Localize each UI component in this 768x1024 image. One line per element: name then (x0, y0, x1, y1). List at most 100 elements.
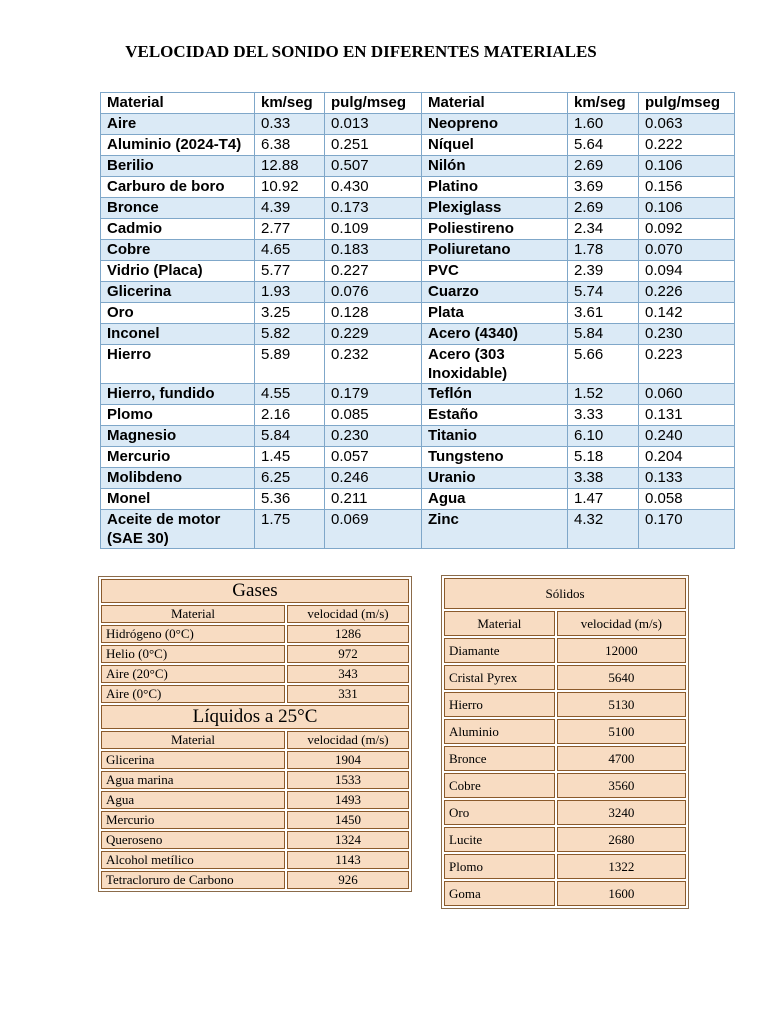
table-cell: 0.058 (638, 488, 735, 510)
table-cell: 2.34 (567, 218, 639, 240)
table-cell: 1.47 (567, 488, 639, 510)
table-cell: Hidrógeno (0°C) (101, 625, 285, 643)
header-row: Material km/seg pulg/mseg Material km/seg pul… (100, 92, 735, 114)
table-cell: 1.78 (567, 239, 639, 261)
table-cell: 1450 (287, 811, 409, 829)
header-cell: Material (100, 92, 255, 114)
table-cell: 0.170 (638, 509, 735, 549)
table-cell: 1143 (287, 851, 409, 869)
header-cell: km/seg (567, 92, 639, 114)
table-cell: 1.45 (254, 446, 325, 468)
table-cell: 5.66 (567, 344, 639, 384)
table-cell: 1533 (287, 771, 409, 789)
table-cell: 1.60 (567, 113, 639, 135)
table-cell: 3.38 (567, 467, 639, 489)
table-row: Plomo 2.16 0.085 Estaño 3.33 0.131 (100, 404, 735, 426)
section-title: Gases (101, 579, 409, 603)
section-title: Líquidos a 25°C (101, 705, 409, 729)
table-cell: 1.93 (254, 281, 325, 303)
table-cell: Lucite (444, 827, 555, 852)
table-cell: 5640 (556, 665, 686, 690)
table-row: Oro 3240 (444, 800, 686, 825)
table-cell: 5.84 (567, 323, 639, 345)
table-cell: Hierro (100, 344, 255, 384)
table-cell: Aceite de motor (SAE 30) (100, 509, 255, 549)
table-cell: Agua marina (101, 771, 285, 789)
table-cell: 0.106 (638, 155, 735, 177)
table-cell: 0.109 (324, 218, 422, 240)
header-row: Material velocidad (m/s) (444, 611, 686, 636)
header-cell: Material (421, 92, 568, 114)
table-row: Agua 1493 (101, 791, 409, 809)
table-cell: 1324 (287, 831, 409, 849)
table-cell: Aluminio (2024-T4) (100, 134, 255, 156)
table-cell: 1.75 (254, 509, 325, 549)
table-cell: Plomo (444, 854, 555, 879)
table-cell: 4.32 (567, 509, 639, 549)
table-row: Mercurio 1450 (101, 811, 409, 829)
table-cell: 0.013 (324, 113, 422, 135)
table-cell: 5.84 (254, 425, 325, 447)
table-cell: 926 (287, 871, 409, 889)
table-row: Plomo 1322 (444, 854, 686, 879)
header-row: Material velocidad (m/s) (101, 731, 409, 749)
table-row: Cristal Pyrex 5640 (444, 665, 686, 690)
table-row: Tetracloruro de Carbono 926 (101, 871, 409, 889)
table-cell: 0.173 (324, 197, 422, 219)
table-cell: 343 (287, 665, 409, 683)
table-cell: 5130 (556, 692, 686, 717)
table-row: Hierro 5130 (444, 692, 686, 717)
header-cell: pulg/mseg (638, 92, 735, 114)
table-cell: 2.69 (567, 197, 639, 219)
table-cell: 0.094 (638, 260, 735, 282)
table-cell: Agua (421, 488, 568, 510)
table-cell: 12.88 (254, 155, 325, 177)
table-cell: 5.77 (254, 260, 325, 282)
table-cell: Acero (4340) (421, 323, 568, 345)
table-cell: 0.223 (638, 344, 735, 384)
table-cell: Aire (0°C) (101, 685, 285, 703)
table-cell: Mercurio (101, 811, 285, 829)
table-cell: Neopreno (421, 113, 568, 135)
table-cell: Aire (20°C) (101, 665, 285, 683)
table-row: Glicerina 1904 (101, 751, 409, 769)
table-row: Oro 3.25 0.128 Plata 3.61 0.142 (100, 302, 735, 324)
table-cell: Cuarzo (421, 281, 568, 303)
table-row: Aire (0°C) 331 (101, 685, 409, 703)
section-title: Sólidos (444, 578, 686, 609)
table-row: Alcohol metílico 1143 (101, 851, 409, 869)
table-row: Cadmio 2.77 0.109 Poliestireno 2.34 0.092 (100, 218, 735, 240)
document-title: VELOCIDAD DEL SONIDO EN DIFERENTES MATER… (125, 42, 597, 61)
table-row: Inconel 5.82 0.229 Acero (4340) 5.84 0.230 (100, 323, 735, 345)
header-cell: velocidad (m/s) (287, 605, 409, 623)
table-cell: 5.82 (254, 323, 325, 345)
table-cell: Plomo (100, 404, 255, 426)
table-row: Molibdeno 6.25 0.246 Uranio 3.38 0.133 (100, 467, 735, 489)
table-row: Aire 0.33 0.013 Neopreno 1.60 0.063 (100, 113, 735, 135)
gases-liquids-table: Gases Material velocidad (m/s) Hidrógeno (0… (98, 576, 412, 892)
table-cell: 5.36 (254, 488, 325, 510)
table-row: Cobre 4.65 0.183 Poliuretano 1.78 0.070 (100, 239, 735, 261)
table-row: Mercurio 1.45 0.057 Tungsteno 5.18 0.204 (100, 446, 735, 468)
table-cell: 0.128 (324, 302, 422, 324)
table-cell: 0.430 (324, 176, 422, 198)
table-cell: 0.085 (324, 404, 422, 426)
table-cell: Helio (0°C) (101, 645, 285, 663)
header-cell: velocidad (m/s) (556, 611, 686, 636)
table-cell: 0.063 (638, 113, 735, 135)
table-cell: Cobre (100, 239, 255, 261)
table-cell: 0.251 (324, 134, 422, 156)
table-cell: 2680 (556, 827, 686, 852)
table-cell: 0.240 (638, 425, 735, 447)
table-cell: 4.55 (254, 383, 325, 405)
table-cell: 4700 (556, 746, 686, 771)
table-cell: Platino (421, 176, 568, 198)
table-cell: 0.131 (638, 404, 735, 426)
table-cell: 0.222 (638, 134, 735, 156)
table-cell: Mercurio (100, 446, 255, 468)
table-cell: Tetracloruro de Carbono (101, 871, 285, 889)
table-cell: Tungsteno (421, 446, 568, 468)
table-cell: Hierro, fundido (100, 383, 255, 405)
table-cell: Aire (100, 113, 255, 135)
